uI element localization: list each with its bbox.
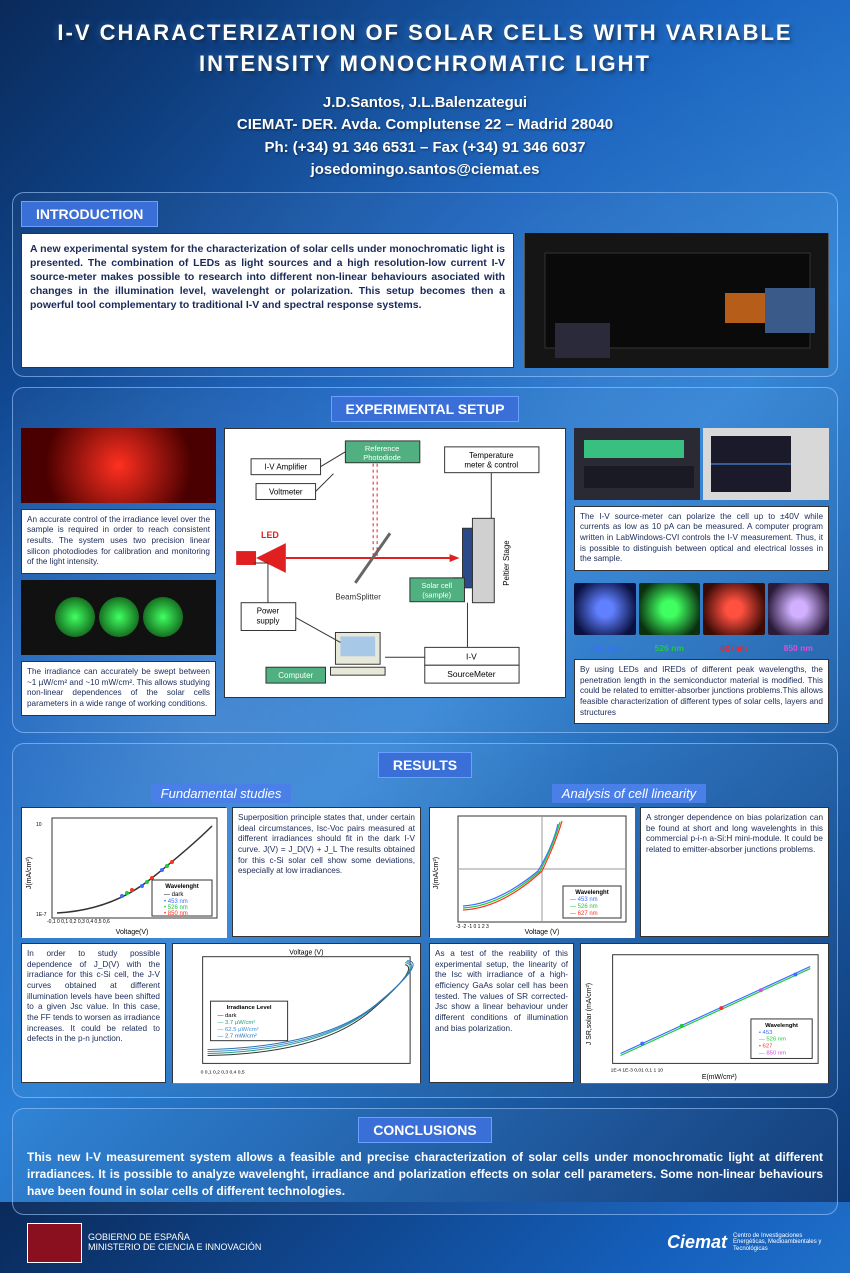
results-header: RESULTS [378,752,472,778]
svg-text:— 627 nm: — 627 nm [570,911,598,917]
contact: Ph: (+34) 91 346 6531 – Fax (+34) 91 346… [12,137,838,160]
svg-text:Temperature: Temperature [469,450,514,459]
svg-text:meter & control: meter & control [464,460,518,469]
title-line-1: I-V CHARACTERIZATION OF SOLAR CELLS WITH… [22,18,828,49]
led-labels: 453 nm 526 nm 627nm 850 nm [574,643,829,653]
svg-text:-3 -2 -1 0 1 2: -3 -2 -1 0 1 2 3 [456,924,489,930]
svg-text:— 453 nm: — 453 nm [570,897,598,903]
svg-text:BeamSplitter: BeamSplitter [335,592,381,601]
author-block: J.D.Santos, J.L.Balenzategui CIEMAT- DER… [12,92,838,182]
setup-left-col: An accurate control of the irradiance le… [21,428,216,725]
conclusions-text: This new I-V measurement system allows a… [21,1143,829,1205]
poster-title: I-V CHARACTERIZATION OF SOLAR CELLS WITH… [12,10,838,88]
svg-text:J(mA/cm²): J(mA/cm²) [433,857,440,889]
svg-text:1E-7: 1E-7 [36,912,47,918]
svg-text:Photodiode: Photodiode [363,452,401,461]
email: josedomingo.santos@ciemat.es [12,159,838,182]
setup-diagram: LED BeamSplitter Reference Photodiode I-… [224,428,566,698]
section-conclusions: CONCLUSIONS This new I-V measurement sys… [12,1108,838,1214]
svg-text:Irradiance Level: Irradiance Level [227,1005,272,1011]
chart-gaas-linearity: Wavelenght • 453— 526 nm • 627— 850 nm E… [580,943,829,1083]
svg-text:Voltmeter: Voltmeter [269,487,303,496]
logo-gobierno: GOBIERNO DE ESPAÑAMINISTERIO DE CIENCIA … [27,1223,261,1263]
svg-text:Wavelenght: Wavelenght [575,890,608,896]
svg-text:— 2.7 mW/cm²: — 2.7 mW/cm² [217,1034,256,1040]
svg-text:• 850 nm: • 850 nm [164,911,188,917]
text-jd-dependence: In order to study possible dependence of… [21,943,166,1083]
svg-text:10: 10 [36,822,42,828]
svg-text:0 0,1 0,2 0,3 0,4: 0 0,1 0,2 0,3 0,4 0,5 [201,1069,245,1075]
text-linearity-test: As a test of the reability of this exper… [429,943,574,1083]
svg-text:Voltage (V): Voltage (V) [289,950,323,957]
authors: J.D.Santos, J.L.Balenzategui [12,92,838,115]
caption-irradiance-sweep: The irradiance can accurately be swept b… [21,661,216,716]
poster-root: I-V CHARACTERIZATION OF SOLAR CELLS WITH… [0,0,850,1273]
svg-text:Wavelenght: Wavelenght [765,1023,798,1029]
caption-sourcemeter: The I-V source-meter can polarize the ce… [574,506,829,571]
fundamental-header: Fundamental studies [151,784,292,803]
intro-text: A new experimental system for the charac… [21,233,514,368]
chart-irradiance: Irradiance Level — dark— 3.7 µW/cm² — 62… [172,943,421,1083]
affiliation: CIEMAT- DER. Avda. Complutense 22 – Madr… [12,114,838,137]
chart-superposition: Wavelenght — dark• 453 nm • 526 nm• 850 … [21,807,226,937]
caption-irradiance-control: An accurate control of the irradiance le… [21,509,216,574]
svg-text:— 526 nm: — 526 nm [570,904,598,910]
photo-oscilloscope [703,428,829,500]
section-setup: EXPERIMENTAL SETUP An accurate control o… [12,387,838,734]
results-linearity: Analysis of cell linearity Wavelenght — … [429,784,829,1089]
text-bias-dependence: A stronger dependence on bias polarizati… [640,807,829,937]
svg-text:• 453: • 453 [759,1030,773,1036]
photo-green-leds [21,580,216,655]
photo-red-led [21,428,216,503]
svg-text:I-V Amplifier: I-V Amplifier [264,462,307,471]
svg-text:J SR,solar (mA/cm²): J SR,solar (mA/cm²) [586,983,593,1045]
title-line-2: INTENSITY MONOCHROMATIC LIGHT [22,49,828,80]
photo-sourcemeter [574,428,700,500]
svg-text:— dark: — dark [217,1013,236,1019]
linearity-header: Analysis of cell linearity [552,784,706,803]
svg-text:— 62.5 µW/cm²: — 62.5 µW/cm² [217,1027,258,1033]
svg-text:Reference: Reference [365,443,399,452]
svg-text:Solar cell: Solar cell [421,580,452,589]
svg-text:J(mA/cm²): J(mA/cm²) [26,857,33,889]
svg-text:Power: Power [257,606,280,615]
results-fundamental: Fundamental studies Wavelenght — dark• 4… [21,784,421,1089]
svg-text:I-V: I-V [466,651,477,661]
footer: GOBIERNO DE ESPAÑAMINISTERIO DE CIENCIA … [12,1223,838,1263]
svg-text:SourceMeter: SourceMeter [447,669,495,679]
svg-text:Peltier Stage: Peltier Stage [502,539,511,585]
svg-text:Wavelenght: Wavelenght [165,884,198,890]
svg-text:(sample): (sample) [422,590,451,599]
svg-text:— 526 nm: — 526 nm [759,1037,786,1043]
caption-wavelengths: By using LEDs and IREDs of different pea… [574,659,829,724]
logo-ciemat: Ciemat Centro de Investigaciones Energét… [667,1223,823,1263]
text-superposition: Superposition principle states that, und… [232,807,421,937]
svg-text:Voltage (V): Voltage (V) [525,929,560,936]
svg-text:LED: LED [261,530,279,540]
svg-text:Computer: Computer [278,671,313,680]
intro-photo [524,233,829,368]
svg-text:E(mW/cm²): E(mW/cm²) [702,1074,737,1081]
section-introduction: INTRODUCTION A new experimental system f… [12,192,838,377]
section-results: RESULTS Fundamental studies Wavelenght —… [12,743,838,1098]
svg-text:-0,1 0 0,1 0,2 0,3 0,4: -0,1 0 0,1 0,2 0,3 0,4 0,5 0,6 [47,919,110,925]
svg-text:— 3.7 µW/cm²: — 3.7 µW/cm² [217,1020,255,1026]
setup-header: EXPERIMENTAL SETUP [331,396,520,422]
setup-right-col: The I-V source-meter can polarize the ce… [574,428,829,725]
svg-text:— dark: — dark [164,892,184,898]
svg-text:— 850 nm: — 850 nm [759,1051,786,1057]
chart-bias: Wavelenght — 453 nm— 526 nm— 627 nm Volt… [429,807,634,937]
intro-header: INTRODUCTION [21,201,158,227]
svg-text:Voltage(V): Voltage(V) [116,929,149,936]
svg-text:• 627: • 627 [759,1044,773,1050]
led-photos [574,583,829,635]
svg-text:supply: supply [256,616,279,625]
conclusions-header: CONCLUSIONS [358,1117,491,1143]
svg-text:1E-4 1E-3 0,01 0,1 1: 1E-4 1E-3 0,01 0,1 1 10 [611,1067,664,1073]
